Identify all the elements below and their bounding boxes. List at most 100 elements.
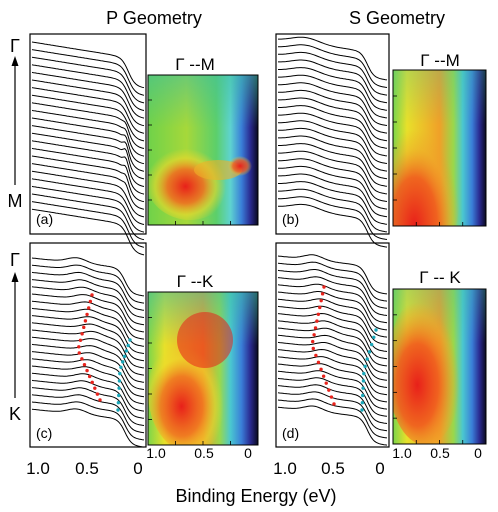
dispersion-marker bbox=[363, 364, 367, 369]
edc-curve bbox=[277, 348, 388, 388]
edc-curve bbox=[31, 387, 145, 426]
dispersion-marker bbox=[128, 338, 132, 342]
map-tick-right-3: 0 bbox=[474, 445, 482, 461]
dispersion-marker bbox=[312, 333, 316, 337]
direction-label-bottom-start: K bbox=[9, 404, 21, 424]
x-axis-label: Binding Energy (eV) bbox=[175, 486, 336, 506]
dispersion-marker bbox=[118, 371, 122, 376]
edc-curve bbox=[31, 300, 145, 340]
edc-curve bbox=[278, 135, 388, 180]
dispersion-marker bbox=[321, 374, 326, 378]
edc-curve bbox=[277, 334, 388, 374]
edc-curve bbox=[278, 67, 388, 111]
map-tick-right-1: 1.0 bbox=[392, 445, 412, 461]
edc-curve bbox=[31, 163, 145, 210]
dispersion-marker bbox=[90, 380, 94, 385]
map-title-d: Γ -- K bbox=[419, 268, 461, 287]
intensity-map-a bbox=[148, 75, 258, 225]
edc-curve bbox=[278, 150, 388, 195]
dispersion-marker bbox=[95, 392, 100, 396]
edc-curve bbox=[278, 82, 388, 126]
panel-tag-c: (c) bbox=[36, 425, 52, 441]
dispersion-marker bbox=[367, 350, 372, 354]
map-tick-left-1: 1.0 bbox=[146, 445, 166, 461]
edc-curve bbox=[277, 377, 388, 417]
edc-tick-left-3: 0 bbox=[133, 459, 142, 478]
edc-curve bbox=[278, 165, 388, 210]
panel-a: (a) Γ --M bbox=[29, 33, 259, 256]
dispersion-marker bbox=[374, 328, 378, 332]
edc-curves-c bbox=[31, 257, 145, 448]
edc-curves-a bbox=[31, 41, 145, 256]
edc-tick-left-2: 0.5 bbox=[75, 459, 99, 478]
edc-curve bbox=[31, 401, 145, 441]
edc-curve bbox=[278, 120, 388, 164]
dispersion-marker bbox=[77, 345, 81, 349]
dispersion-marker bbox=[90, 293, 94, 297]
dispersion-marker bbox=[121, 360, 125, 364]
direction-label-top-end: Γ bbox=[10, 36, 20, 56]
map-title-a: Γ --M bbox=[175, 55, 215, 74]
x-axis-ticks: 1.0 0.5 0 1.0 0.5 0 1.0 0.5 0 1.0 0.5 0 bbox=[26, 445, 482, 478]
dispersion-marker bbox=[320, 292, 325, 296]
map-ticks-d bbox=[393, 314, 464, 444]
dispersion-marker bbox=[365, 357, 369, 361]
edc-curve bbox=[277, 254, 388, 295]
dispersion-marker bbox=[361, 386, 365, 390]
dispersion-marker bbox=[88, 299, 93, 304]
dispersion-marker bbox=[87, 374, 92, 379]
dispersion-marker bbox=[361, 379, 366, 383]
map-ticks-c bbox=[148, 317, 231, 445]
edc-curve bbox=[278, 173, 388, 218]
dispersion-markers-c bbox=[77, 293, 132, 412]
panel-d: (d) Γ -- K bbox=[275, 242, 487, 448]
edc-curve bbox=[31, 117, 145, 165]
dispersion-marker bbox=[360, 408, 364, 412]
edc-curve bbox=[277, 398, 388, 439]
edc-curve bbox=[278, 112, 388, 157]
edc-curves-d bbox=[277, 254, 388, 446]
map-title-c: Γ --K bbox=[177, 272, 214, 291]
edc-curve bbox=[277, 320, 388, 360]
dispersion-marker bbox=[311, 339, 315, 344]
arrow-head-top bbox=[11, 56, 19, 66]
direction-label-top-start: M bbox=[8, 191, 23, 211]
panel-tag-d: (d) bbox=[282, 425, 299, 441]
dispersion-marker bbox=[93, 386, 97, 390]
edc-curve bbox=[31, 79, 145, 127]
edc-curve bbox=[31, 264, 145, 304]
map-tick-left-2: 0.5 bbox=[194, 445, 214, 461]
edc-curve bbox=[31, 343, 145, 383]
edc-curve bbox=[277, 312, 388, 352]
dispersion-marker bbox=[126, 343, 130, 348]
dispersion-marker bbox=[322, 285, 326, 289]
edc-curve bbox=[31, 208, 145, 256]
edc-curves-b bbox=[278, 36, 388, 248]
dispersion-marker bbox=[117, 379, 122, 383]
dispersion-marker bbox=[324, 381, 328, 385]
dispersion-marker bbox=[318, 305, 322, 310]
edc-curve bbox=[31, 132, 145, 180]
dispersion-marker bbox=[316, 312, 321, 316]
edc-curve bbox=[31, 201, 145, 248]
edc-curve bbox=[278, 44, 388, 88]
dispersion-marker bbox=[98, 398, 102, 402]
dispersion-marker bbox=[361, 393, 365, 398]
dispersion-marker bbox=[369, 342, 374, 347]
edc-curve bbox=[31, 49, 145, 96]
edc-curve bbox=[31, 358, 145, 398]
edc-curve bbox=[277, 363, 388, 403]
edc-curve bbox=[31, 315, 145, 354]
direction-indicator-top: Γ M bbox=[8, 36, 23, 211]
dispersion-marker bbox=[80, 357, 84, 361]
dispersion-markers-d bbox=[311, 285, 378, 412]
dispersion-marker bbox=[117, 386, 121, 390]
edc-curve bbox=[31, 56, 145, 104]
edc-curve bbox=[277, 261, 388, 302]
edc-curve bbox=[277, 305, 388, 345]
panel-tag-b: (b) bbox=[282, 211, 299, 227]
edc-curve bbox=[31, 125, 145, 172]
edc-curve bbox=[278, 51, 388, 96]
edc-curve bbox=[278, 36, 388, 81]
